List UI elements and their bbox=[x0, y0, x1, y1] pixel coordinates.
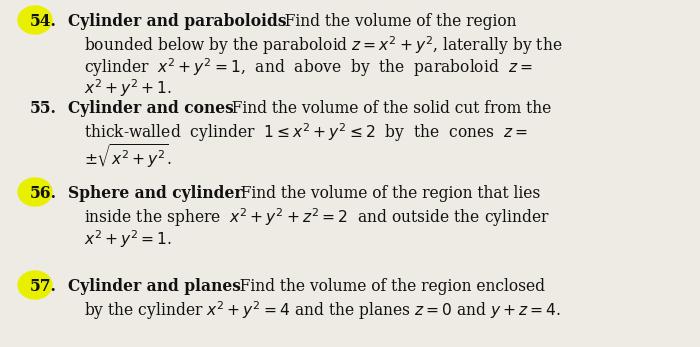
Text: 56.: 56. bbox=[30, 185, 57, 202]
Text: inside the sphere  $x^2 + y^2 + z^2 = 2$  and outside the cylinder: inside the sphere $x^2 + y^2 + z^2 = 2$ … bbox=[84, 206, 550, 229]
Text: bounded below by the paraboloid $z = x^2 + y^2$, laterally by the: bounded below by the paraboloid $z = x^2… bbox=[84, 34, 562, 57]
Text: Cylinder and planes: Cylinder and planes bbox=[68, 278, 241, 295]
Ellipse shape bbox=[18, 271, 52, 299]
Text: Find the volume of the region enclosed: Find the volume of the region enclosed bbox=[230, 278, 545, 295]
Text: $x^2 + y^2 = 1$.: $x^2 + y^2 = 1$. bbox=[84, 228, 172, 250]
Ellipse shape bbox=[18, 178, 52, 206]
Text: cylinder  $x^2 + y^2 = 1$,  and  above  by  the  paraboloid  $z =$: cylinder $x^2 + y^2 = 1$, and above by t… bbox=[84, 56, 533, 79]
Text: by the cylinder $x^2 + y^2 = 4$ and the planes $z = 0$ and $y + z = 4$.: by the cylinder $x^2 + y^2 = 4$ and the … bbox=[84, 299, 561, 322]
Text: 57.: 57. bbox=[30, 278, 57, 295]
Text: $\pm\sqrt{x^2 + y^2}$.: $\pm\sqrt{x^2 + y^2}$. bbox=[84, 143, 172, 170]
Text: Find the volume of the region: Find the volume of the region bbox=[275, 13, 517, 30]
Text: Cylinder and cones: Cylinder and cones bbox=[68, 100, 234, 117]
Text: 55.: 55. bbox=[30, 100, 57, 117]
Text: 54.: 54. bbox=[30, 13, 57, 30]
Text: Sphere and cylinder: Sphere and cylinder bbox=[68, 185, 243, 202]
Text: thick-walled  cylinder  $1 \leq x^2 + y^2 \leq 2$  by  the  cones  $z =$: thick-walled cylinder $1 \leq x^2 + y^2 … bbox=[84, 121, 528, 144]
Text: Find the volume of the region that lies: Find the volume of the region that lies bbox=[231, 185, 540, 202]
Ellipse shape bbox=[18, 6, 52, 34]
Text: Cylinder and paraboloids: Cylinder and paraboloids bbox=[68, 13, 286, 30]
Text: Find the volume of the solid cut from the: Find the volume of the solid cut from th… bbox=[223, 100, 552, 117]
Text: $x^2 + y^2 + 1$.: $x^2 + y^2 + 1$. bbox=[84, 77, 172, 99]
